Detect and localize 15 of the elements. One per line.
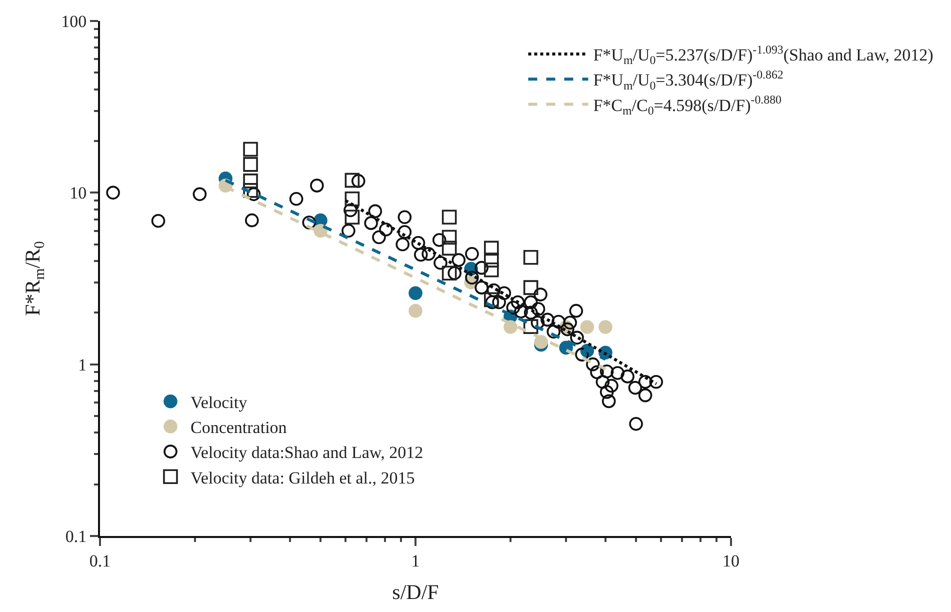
- y-tick-label: 0.1: [65, 526, 87, 546]
- legend-label: Concentration: [190, 418, 288, 438]
- legend-label: Velocity: [190, 392, 248, 412]
- x-tick-label: 10: [722, 551, 740, 570]
- x-tick-label: 1: [411, 551, 420, 570]
- y-tick-label: 1: [78, 355, 87, 374]
- x-axis-title: s/D/F: [392, 580, 439, 604]
- legend-label: F*C$_{m}$/C$_{0}$=4.598(s/D/F)$^{-0.880}$: [593, 92, 782, 118]
- legend-label: Velocity data:Shao and Law, 2012: [190, 443, 424, 462]
- legend-label: F*U$_{m}$/U$_{0}$=5.237(s/D/F)$^{-1.093}$(Shao and Law, 2012): [593, 42, 934, 68]
- y-tick-label: 10: [70, 184, 87, 203]
- legend-label: Velocity data: Gildeh et al., 2015: [190, 468, 415, 488]
- legend-label: F*U$_{m}$/U$_{0}$=3.304(s/D/F)$^{-0.862}$: [593, 68, 784, 92]
- x-tick-label: 0.1: [89, 551, 111, 570]
- y-tick-label: 100: [61, 12, 87, 31]
